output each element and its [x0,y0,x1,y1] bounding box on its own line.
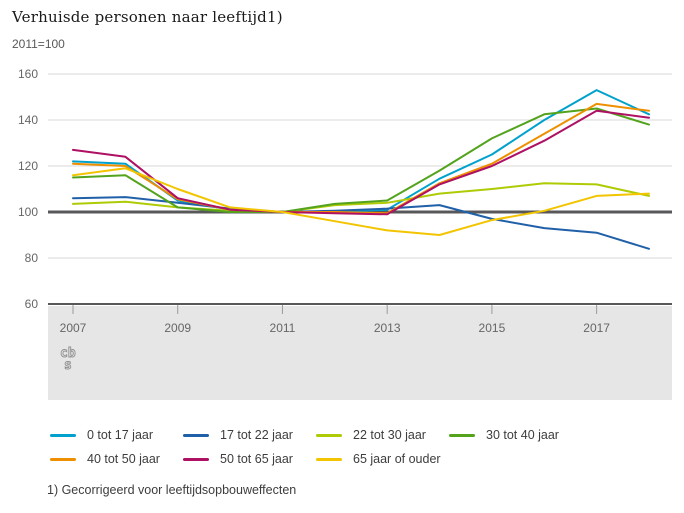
cbs-logo-row1: cb [60,346,76,361]
legend-item-30-tot-40-jaar: 30 tot 40 jaar [449,428,582,442]
series-line-65-jaar-of-ouder [72,167,650,236]
y-tick-label: 100 [18,205,38,219]
line-chart: 60 80 100 120 140 160 2007 2009 2011 2013 2015 2017… [18,67,672,400]
legend-label: 30 tot 40 jaar [486,428,559,442]
y-tick-label: 140 [18,113,38,127]
legend-label: 22 tot 30 jaar [353,428,426,442]
series-line-0-tot-17-jaar [72,89,650,213]
series-line-40-tot-50-jaar [72,102,650,215]
x-tick-label: 2017 [583,321,610,335]
legend-item-0-tot-17-jaar: 0 tot 17 jaar [50,428,183,442]
x-axis-band [48,306,672,400]
legend-label: 0 tot 17 jaar [87,428,154,442]
legend-label: 17 tot 22 jaar [220,428,293,442]
legend-item-40-tot-50-jaar: 40 tot 50 jaar [50,452,183,466]
legend-item-17-tot-22-jaar: 17 tot 22 jaar [183,428,316,442]
legend-item-65-jaar-of-ouder: 65 jaar of ouder [316,452,449,466]
legend-swatch-icon [50,457,76,461]
legend-label: 40 tot 50 jaar [87,452,160,466]
legend-item-22-tot-30-jaar: 22 tot 30 jaar [316,428,449,442]
legend-swatch-icon [50,433,76,437]
legend-swatch-icon [449,433,475,437]
chart-legend: 0 tot 17 jaar 17 tot 22 jaar 22 tot 30 jaa… [50,428,582,466]
x-tick-label: 2013 [374,321,401,335]
legend-swatch-icon [316,433,342,437]
series-line-22-tot-30-jaar [72,182,650,213]
chart-footnote: 1) Gecorrigeerd voor leeftijdsopbouweffe… [47,483,297,497]
x-tick-label: 2015 [479,321,506,335]
cbs-logo: cbs [60,346,77,374]
x-tick-label: 2007 [60,321,87,335]
x-tick-label: 2009 [164,321,191,335]
x-tick-label: 2011 [270,321,296,335]
cbs-logo-row2: s [64,358,72,373]
legend-swatch-icon [183,433,209,437]
legend-label: 50 tot 65 jaar [220,452,293,466]
y-tick-label: 160 [18,67,38,81]
chart-title: Verhuisde personen naar leeftijd1) [12,8,283,26]
legend-swatch-icon [316,457,342,461]
legend-label: 65 jaar of ouder [353,452,441,466]
series-line-30-tot-40-jaar [72,107,650,213]
y-tick-label: 80 [25,251,39,265]
chart-unit-label: 2011=100 [12,37,65,51]
legend-item-50-tot-65-jaar: 50 tot 65 jaar [183,452,316,466]
series-line-50-tot-65-jaar [72,109,650,216]
legend-swatch-icon [183,457,209,461]
y-tick-label: 120 [18,159,38,173]
y-tick-label: 60 [25,297,39,311]
